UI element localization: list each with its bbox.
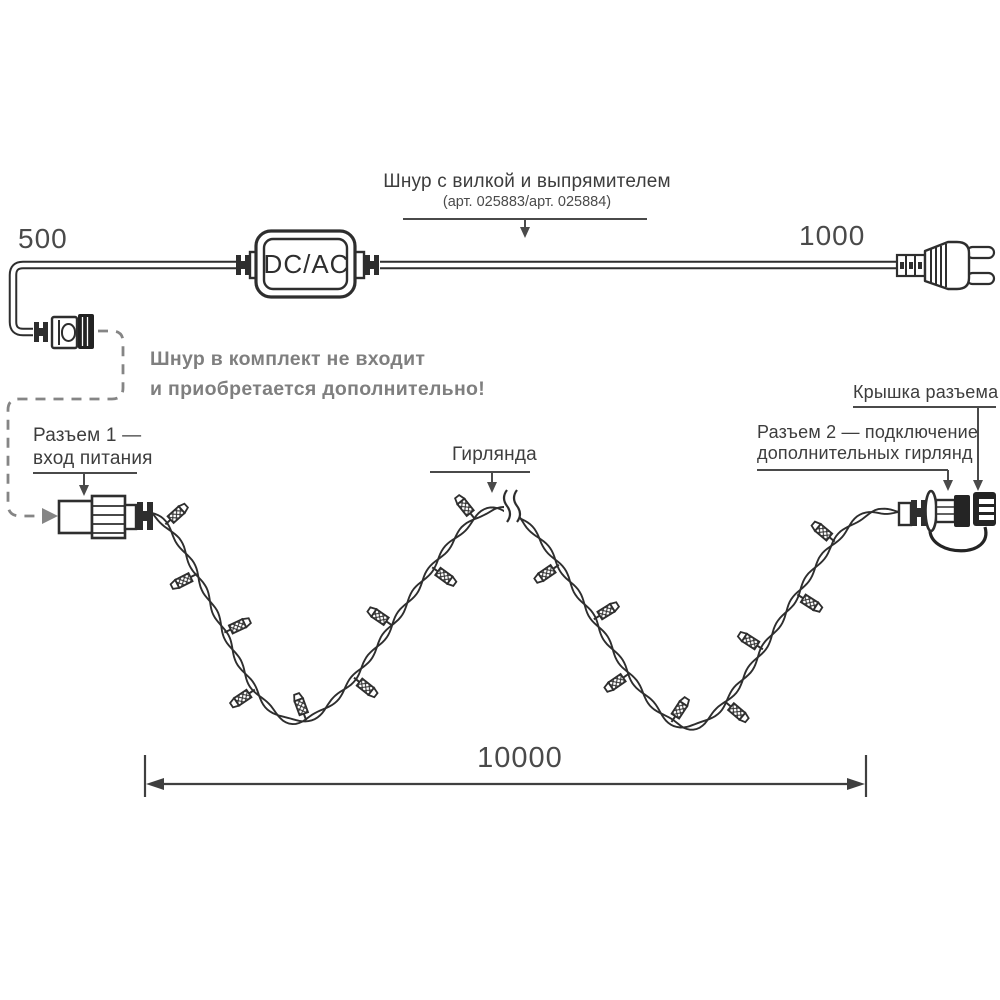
garland-input-connector — [57, 494, 153, 540]
cap-label-leader — [853, 406, 996, 491]
dimension-500: 500 — [18, 223, 68, 254]
plug-prong — [965, 271, 996, 286]
connector2-leader — [757, 469, 953, 491]
garland-lamp — [533, 563, 560, 584]
cord-label-leader — [403, 218, 647, 238]
connector2-label: Разъем 2 — подключение дополнительных ги… — [757, 422, 979, 464]
garland-lamp — [366, 606, 393, 627]
left-arrow-icon — [146, 778, 164, 790]
dimension-10000: 10000 — [477, 742, 563, 774]
cap-label: Крышка разъема — [853, 382, 999, 402]
connector2-label-line2: дополнительных гирлянд — [757, 443, 973, 463]
power-cord-left — [8, 260, 236, 337]
garland-twisted-strand — [151, 506, 901, 731]
garland-lamp — [454, 493, 476, 520]
garland-twisted-strand — [151, 506, 901, 729]
down-arrow-icon — [79, 485, 89, 496]
right-arrow-icon — [847, 778, 865, 790]
dcac-adapter — [236, 229, 379, 299]
garland-lamp — [736, 631, 764, 651]
down-arrow-icon — [487, 482, 497, 493]
right-arrow-icon — [42, 508, 58, 524]
connector1-leader — [33, 472, 137, 496]
garland-output-connector — [897, 489, 996, 553]
down-arrow-icon — [520, 227, 530, 238]
garland-lamp — [810, 520, 836, 543]
down-arrow-icon — [943, 480, 953, 491]
connector1-label-line2: вход питания — [33, 447, 153, 469]
plug-prong — [965, 245, 996, 260]
connector-cap — [78, 314, 94, 349]
garland-lamp — [353, 676, 379, 699]
cord-label-line1: Шнур с вилкой и выпрямителем — [383, 171, 671, 192]
garland-label: Гирлянда — [452, 444, 537, 465]
garland-dimension-line — [143, 755, 868, 797]
connector2-label-line1: Разъем 2 — подключение — [757, 422, 979, 442]
cord-output-connector — [34, 314, 94, 350]
dimension-1000: 1000 — [799, 220, 866, 251]
garland-lamp — [223, 617, 252, 635]
garland-lamp — [169, 571, 198, 590]
wire-break-icon — [502, 489, 522, 523]
garland-wire — [151, 506, 901, 731]
cord-label-line2: (арт. 025883/арт. 025884) — [442, 194, 612, 210]
power-plug — [895, 240, 996, 291]
down-arrow-icon — [973, 480, 983, 491]
garland-lamp — [670, 696, 691, 723]
adapter-label: DC/AC — [263, 249, 350, 279]
garland-lamp — [724, 701, 750, 724]
dashed-route — [6, 329, 125, 524]
note-line2: и приобретается дополнительно! — [150, 378, 486, 400]
connector1-label-line1: Разъем 1 — — [33, 425, 142, 446]
cap-strap — [928, 526, 988, 553]
garland-lamps — [164, 493, 836, 724]
garland-label-leader — [430, 471, 530, 493]
note-line1: Шнур в комплект не входит — [150, 348, 426, 370]
connector1-label: Разъем 1 — вход питания — [33, 425, 153, 470]
garland-lamp — [431, 566, 458, 587]
garland-lamp — [796, 593, 824, 613]
garland-lamp — [164, 502, 189, 526]
garland-lamp — [293, 692, 310, 721]
note-text: Шнур в комплект не входит и приобретаетс… — [150, 344, 485, 404]
garland-lamp — [228, 688, 256, 709]
garland-lamp — [593, 601, 621, 621]
garland-lamp — [603, 672, 630, 693]
